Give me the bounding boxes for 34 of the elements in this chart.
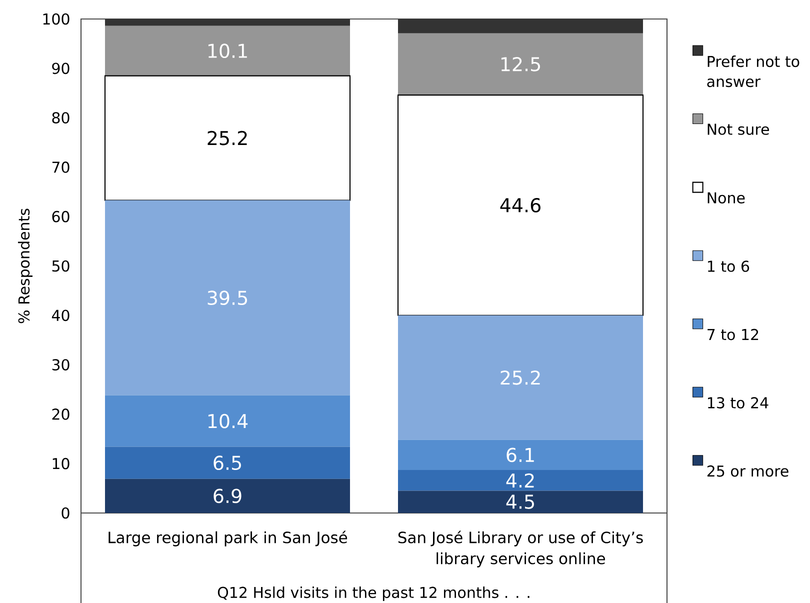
data-label: 4.5: [506, 494, 534, 509]
legend-label: 7 to 12: [708, 328, 758, 340]
data-label: 25.2: [208, 130, 247, 146]
x-tick-label: Large regional park in San José: [108, 530, 348, 546]
y-tick-label: 80: [52, 112, 70, 124]
data-label: 6.5: [214, 456, 241, 470]
x-axis-title: Q12 Hsld visits in the past 12 months . . .: [218, 586, 530, 601]
legend-label: 13 to 24: [708, 397, 768, 408]
x-tick-label: San José Library or use of City’s library services online: [398, 530, 643, 568]
y-tick-label: 60: [52, 210, 70, 222]
data-label: 39.5: [208, 290, 247, 306]
legend-label: 25 or more: [707, 465, 788, 477]
data-label: 4.2: [506, 473, 534, 488]
y-tick-label: 10: [52, 458, 70, 470]
data-label: 6.9: [214, 488, 242, 504]
legend-label: Not sure: [708, 124, 769, 135]
y-tick-label: 50: [52, 260, 70, 272]
data-label: 44.6: [500, 198, 540, 212]
data-label: 25.2: [500, 370, 540, 385]
legend-label: Prefer not to answer: [707, 56, 800, 88]
legend-label: None: [708, 192, 745, 204]
y-tick-label: 90: [52, 62, 70, 74]
data-label: 10.1: [208, 44, 247, 58]
legend-label: 1 to 6: [708, 260, 750, 272]
y-tick-label: 20: [52, 408, 70, 420]
y-tick-label: 40: [52, 310, 70, 322]
y-tick-label: 0: [62, 507, 70, 519]
y-tick-label: 70: [52, 162, 70, 173]
data-label: 12.5: [501, 57, 540, 72]
data-label: 6.1: [506, 448, 534, 462]
data-label: 10.4: [208, 414, 248, 428]
y-tick-label: 30: [52, 359, 70, 370]
y-tick-label: 100: [43, 13, 70, 25]
y-axis-title: % Respondents: [18, 208, 33, 324]
